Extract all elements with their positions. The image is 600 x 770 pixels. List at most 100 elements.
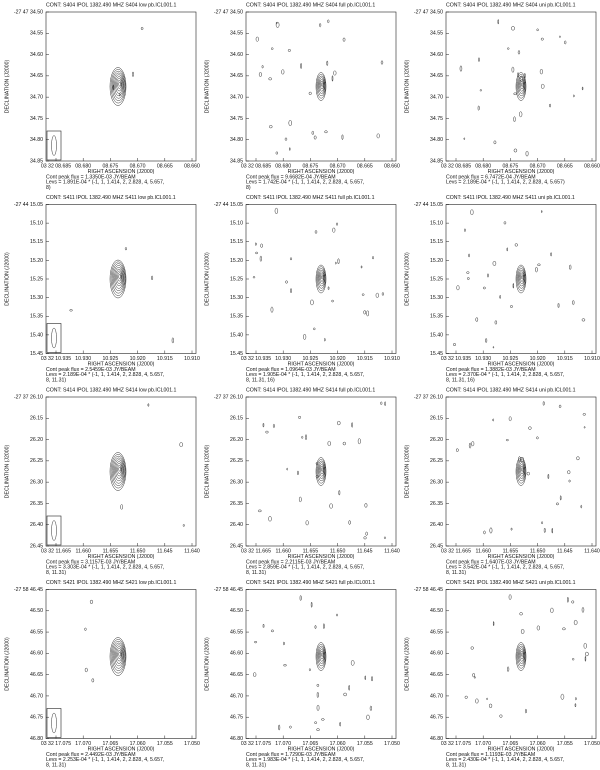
y-tick-label: 34.80 (430, 137, 443, 143)
y-axis-label: DECLINATION (J2000) (404, 59, 410, 113)
noise-contour (363, 536, 367, 540)
contour (317, 460, 326, 482)
x-tick-label: 11.650 (330, 548, 346, 554)
noise-contour (262, 623, 265, 628)
noise-contour (261, 65, 264, 69)
contour (113, 265, 125, 292)
noise-contour (269, 125, 273, 129)
x-axis-label: RIGHT ASCENSION (J2000) (288, 554, 355, 560)
y-axis-label: DECLINATION (J2000) (204, 444, 210, 498)
y-tick-label: 26.30 (430, 480, 443, 486)
x-tick-label: 08.675 (302, 163, 318, 169)
y-tick-label: 15.25 (430, 276, 443, 282)
x-tick-label: 10.915 (557, 356, 573, 362)
beam-box (46, 130, 62, 161)
contour (320, 650, 324, 660)
contour (319, 79, 325, 92)
x-tick-label: 17.070 (75, 741, 91, 747)
panel-title: CONT: S421 IPOL 1382.490 MHZ S421 low pb… (46, 580, 177, 586)
x-tick-label: 11.640 (184, 548, 200, 554)
noise-contour (581, 86, 584, 91)
beam (51, 135, 57, 156)
contour (318, 462, 325, 479)
noise-contour (336, 222, 338, 226)
panel-title: CONT: S411 IPOL 1382.490 MHZ S411 uni pb… (446, 195, 575, 201)
noise-contour (271, 47, 274, 50)
y-tick-label: 34.60 (430, 52, 443, 58)
contour (115, 646, 123, 664)
y-tick-label: 15.15 (430, 239, 443, 245)
y-tick-label: -27 58 46.45 (14, 587, 43, 593)
contour (518, 647, 525, 664)
contour (515, 642, 527, 671)
panel-title: CONT: S404 IPOL 1382.490 MHZ S404 uni pb… (446, 2, 576, 8)
contour (320, 80, 324, 90)
noise-contour (380, 60, 384, 65)
y-tick-label: 15.30 (230, 295, 243, 301)
noise-contour (288, 120, 292, 127)
panel-title: CONT: S421 IPOL 1382.490 MHZ S421 full p… (246, 580, 375, 586)
noise-contour (275, 22, 278, 25)
contour (114, 459, 124, 482)
contour (117, 649, 122, 659)
y-tick-label: 46.50 (30, 608, 43, 614)
x-tick-label: 17.050 (184, 741, 200, 747)
y-tick-label: 15.25 (230, 276, 243, 282)
noise-contour (112, 84, 115, 91)
x-axis-label: RIGHT ASCENSION (J2000) (288, 169, 355, 175)
plot-frame (45, 11, 197, 162)
y-tick-label: -27 37 26.10 (14, 394, 43, 400)
y-tick-label: 15.15 (30, 239, 43, 245)
contour (117, 272, 122, 282)
y-axis-label: DECLINATION (J2000) (4, 637, 10, 691)
noise-contour (468, 253, 470, 258)
contour (317, 268, 326, 289)
noise-contour (528, 426, 532, 430)
noise-contour (459, 65, 463, 72)
x-tick-label: 10.910 (184, 356, 200, 362)
noise-contour (508, 416, 512, 422)
noise-contour (270, 629, 274, 633)
noise-contour (338, 490, 341, 496)
y-tick-label: 15.40 (430, 332, 443, 338)
contour (113, 642, 125, 669)
y-tick-label: 15.45 (430, 351, 443, 357)
contour (316, 266, 326, 291)
y-tick-label: 15.35 (230, 314, 243, 320)
noise-contour (558, 404, 562, 408)
plot-frame (245, 589, 397, 739)
x-tick-label: 11.660 (275, 548, 291, 554)
noise-contour (69, 309, 73, 312)
noise-contour (316, 728, 320, 731)
contour (116, 648, 123, 662)
y-tick-label: 34.75 (230, 116, 243, 122)
x-tick-label: 17.060 (130, 741, 146, 747)
y-tick-label: 46.60 (30, 651, 43, 657)
noise-contour (332, 227, 336, 233)
noise-contour (311, 130, 314, 135)
x-tick-label: 03 32 10.935 (241, 356, 271, 362)
noise-contour (363, 310, 366, 315)
noise-contour (369, 705, 373, 711)
y-tick-label: -27 44 15.05 (14, 202, 43, 208)
caption-line: 8, 11.31, 16) (446, 377, 475, 383)
caption-line: Levs = 2.859E-04 * (-1, 1, 1.414, 2, 2.8… (246, 565, 364, 571)
x-axis-label: RIGHT ASCENSION (J2000) (288, 361, 355, 367)
contour (521, 652, 524, 657)
plot-frame (45, 396, 197, 547)
x-tick-label: 11.650 (530, 548, 546, 554)
panel: CONT: S404 IPOL 1382.490 MHZ S404 uni pb… (404, 2, 600, 185)
noise-contour (525, 150, 529, 157)
y-tick-label: 26.45 (230, 543, 243, 549)
y-tick-label: -27 47 34.50 (214, 9, 243, 15)
noise-contour (519, 76, 524, 82)
noise-contour (477, 105, 480, 111)
x-tick-label: 17.060 (330, 741, 346, 747)
noise-contour (265, 430, 269, 434)
y-tick-label: 34.60 (30, 52, 43, 58)
noise-contour (519, 111, 523, 118)
x-tick-label: 11.655 (303, 548, 319, 554)
noise-contour (383, 536, 386, 539)
noise-contour (350, 660, 355, 666)
panel: CONT: S414 IPOL 1382.490 MHZ S414 full p… (204, 387, 399, 576)
